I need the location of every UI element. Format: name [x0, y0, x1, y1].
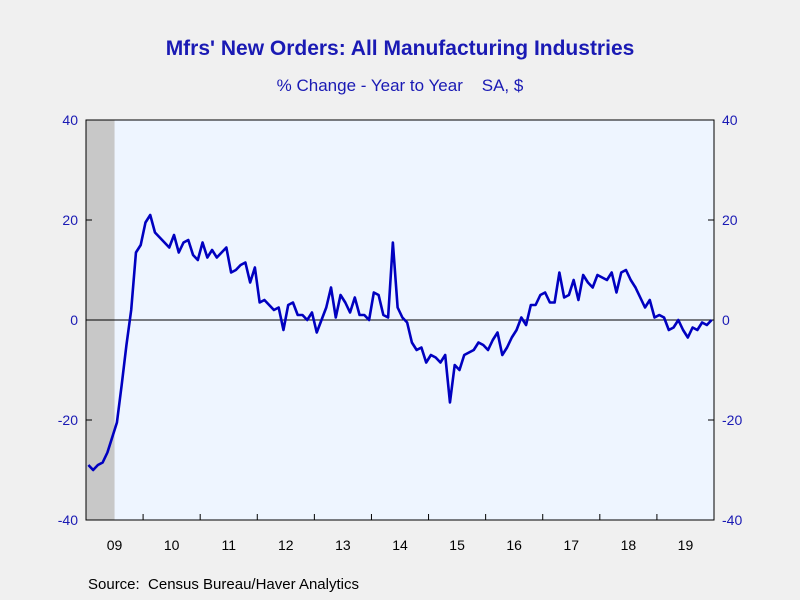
axis-tick-labels: -40 -40 -20 -20 0 0 20 20 40 40 09 10 11 12 13 14 15 16 17… — [58, 112, 743, 553]
x-tick-label: 17 — [563, 537, 579, 553]
x-tick-label: 18 — [621, 537, 637, 553]
chart-title: Mfrs' New Orders: All Manufacturing Indu… — [165, 37, 635, 60]
y-tick-label-right: 40 — [722, 112, 738, 128]
plot-frame — [85, 119, 715, 521]
y-tick-label-right: 20 — [722, 212, 738, 228]
x-tick-label: 14 — [392, 537, 408, 553]
chart-subtitle: % Change - Year to Year SA, $ — [276, 76, 524, 95]
x-tick-label: 16 — [506, 537, 522, 553]
y-tick-label-left: 40 — [62, 112, 78, 128]
source-note: Source: Census Bureau/Haver Analytics — [88, 576, 359, 593]
x-tick-label: 11 — [221, 537, 236, 553]
x-tick-label: 12 — [278, 537, 294, 553]
y-tick-label-left: 20 — [62, 212, 78, 228]
x-tick-label: 13 — [335, 537, 351, 553]
x-tick-label: 15 — [449, 537, 465, 553]
y-tick-label-left: 0 — [70, 312, 78, 328]
y-tick-label-right: 0 — [722, 312, 730, 328]
y-tick-label-right: -20 — [722, 412, 742, 428]
x-tick-label: 09 — [107, 537, 123, 553]
y-tick-label-left: -20 — [58, 412, 78, 428]
y-tick-label-right: -40 — [722, 512, 742, 528]
y-tick-label-left: -40 — [58, 512, 78, 528]
x-tick-label: 19 — [678, 537, 694, 553]
series-line — [87, 213, 713, 472]
x-tick-label: 10 — [164, 537, 180, 553]
